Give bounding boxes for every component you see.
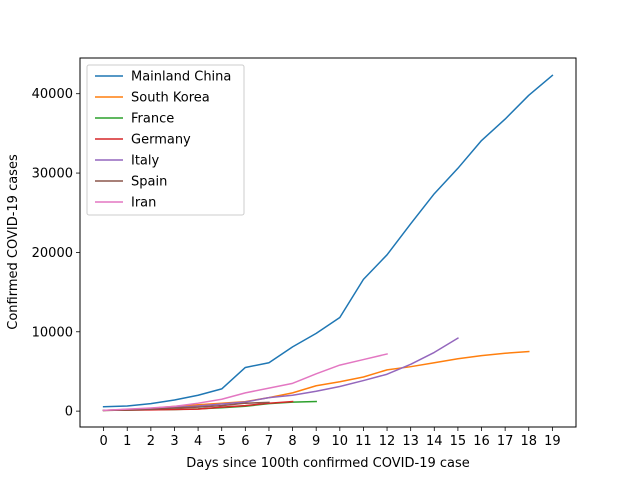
x-tick-label: 4 — [194, 434, 202, 449]
x-tick-label: 13 — [402, 434, 419, 449]
legend-label: Italy — [131, 154, 160, 169]
x-tick-label: 14 — [426, 434, 443, 449]
legend-label: Iran — [131, 196, 156, 211]
series-line-6 — [102, 353, 388, 412]
series-line-5 — [102, 401, 270, 412]
x-tick-label: 15 — [450, 434, 467, 449]
y-tick-label: 40000 — [32, 87, 73, 102]
x-tick-label: 7 — [265, 434, 273, 449]
x-tick-label: 17 — [497, 434, 514, 449]
series-layer — [102, 74, 554, 412]
legend-label: Spain — [131, 175, 167, 190]
x-tick-label: 1 — [123, 434, 131, 449]
x-tick-label: 18 — [520, 434, 537, 449]
x-tick-label: 6 — [241, 434, 249, 449]
x-tick-label: 5 — [218, 434, 226, 449]
y-tick-label: 0 — [65, 405, 73, 420]
legend-label: South Korea — [131, 91, 210, 106]
legend: Mainland China South Korea France Germany It… — [86, 64, 245, 216]
y-tick-label: 10000 — [32, 325, 73, 340]
x-axis-ticks: 0 1 2 3 4 5 6 7 8 9 10 11 12 13 14 15 16 17 18 19 — [99, 427, 561, 449]
x-tick-label: 12 — [379, 434, 396, 449]
y-tick-label: 30000 — [32, 167, 73, 182]
legend-label: Mainland China — [131, 70, 231, 85]
x-tick-label: 9 — [312, 434, 320, 449]
x-axis-label: Days since 100th confirmed COVID-19 case — [186, 456, 470, 471]
x-tick-label: 0 — [99, 434, 107, 449]
legend-label: Germany — [131, 133, 191, 148]
y-axis-label: Confirmed COVID-19 cases — [6, 154, 21, 330]
y-tick-label: 20000 — [32, 246, 73, 261]
x-tick-label: 19 — [544, 434, 561, 449]
x-tick-label: 8 — [288, 434, 296, 449]
x-tick-label: 3 — [170, 434, 178, 449]
y-axis-ticks: 0 10000 20000 30000 40000 — [32, 87, 80, 420]
series-line-0 — [102, 74, 554, 408]
x-tick-label: 16 — [473, 434, 490, 449]
plot-frame — [79, 57, 577, 428]
x-tick-label: 11 — [355, 434, 372, 449]
x-tick-label: 2 — [147, 434, 155, 449]
legend-label: France — [131, 112, 174, 127]
x-tick-label: 10 — [332, 434, 349, 449]
series-line-4 — [102, 337, 459, 412]
legend-box — [86, 64, 245, 216]
